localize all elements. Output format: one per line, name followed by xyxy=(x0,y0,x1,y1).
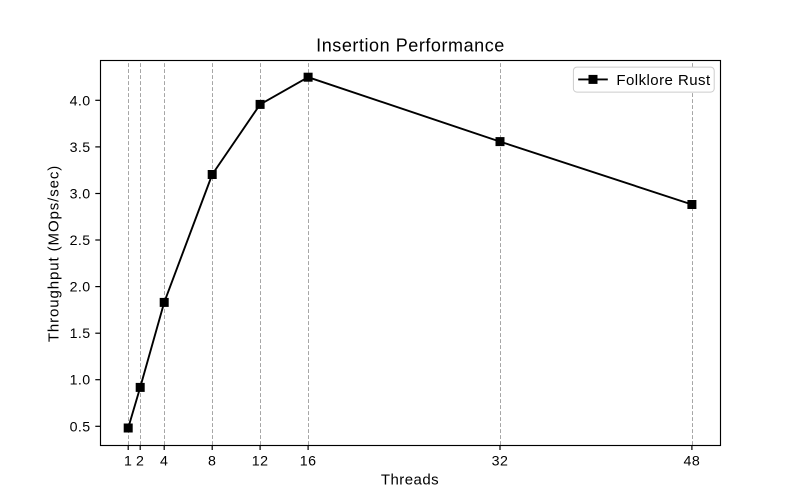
svg-text:Throughput (MOps/sec): Throughput (MOps/sec) xyxy=(46,165,63,342)
svg-text:32: 32 xyxy=(492,454,509,470)
svg-text:Folklore Rust: Folklore Rust xyxy=(616,72,711,89)
svg-text:3.5: 3.5 xyxy=(70,140,91,156)
svg-text:8: 8 xyxy=(208,454,216,470)
svg-text:12: 12 xyxy=(252,454,269,470)
svg-text:1.5: 1.5 xyxy=(70,326,91,342)
svg-text:1: 1 xyxy=(124,454,132,470)
svg-text:16: 16 xyxy=(300,454,317,470)
svg-text:4.0: 4.0 xyxy=(70,93,91,109)
svg-text:Insertion Performance: Insertion Performance xyxy=(316,36,505,56)
svg-text:2: 2 xyxy=(136,454,144,470)
svg-text:4: 4 xyxy=(160,454,168,470)
svg-text:48: 48 xyxy=(684,454,701,470)
svg-text:Threads: Threads xyxy=(381,472,439,489)
svg-text:2.0: 2.0 xyxy=(70,280,91,296)
svg-text:2.5: 2.5 xyxy=(70,233,91,249)
svg-text:0.5: 0.5 xyxy=(70,419,91,435)
svg-text:3.0: 3.0 xyxy=(70,187,91,203)
svg-text:1.0: 1.0 xyxy=(70,373,91,389)
